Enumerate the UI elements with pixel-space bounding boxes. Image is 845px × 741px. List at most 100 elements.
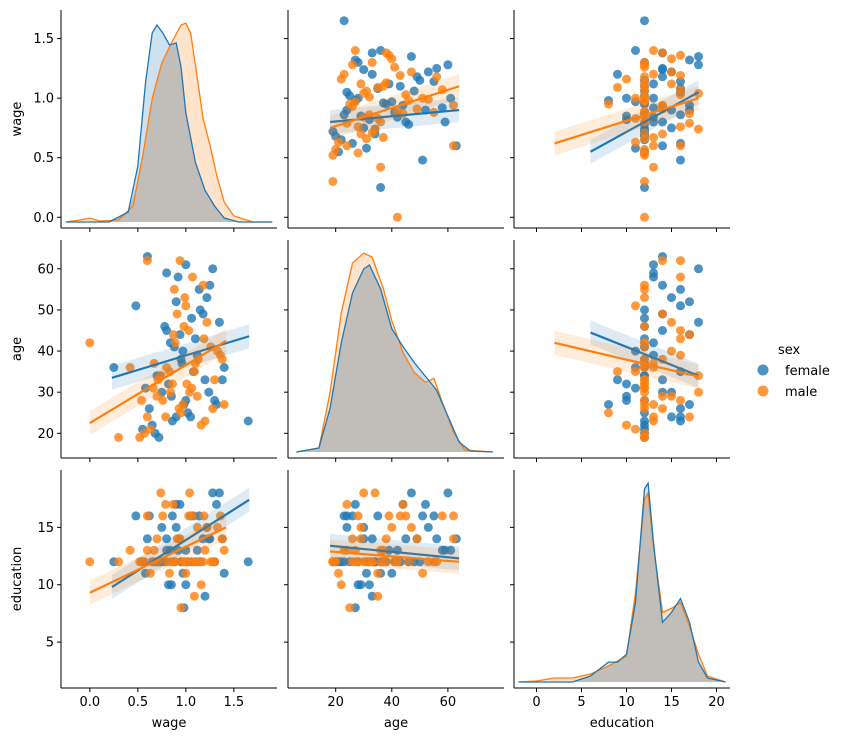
point-male <box>137 395 147 405</box>
point-male <box>367 557 377 567</box>
point-female <box>640 313 649 323</box>
regression-line-male <box>554 341 699 378</box>
point-male <box>395 511 405 521</box>
point-male <box>373 82 383 92</box>
point-male <box>189 367 199 377</box>
point-male <box>392 212 402 222</box>
point-female <box>694 264 703 274</box>
point-male <box>613 367 622 377</box>
point-male <box>331 144 341 154</box>
point-female <box>353 580 363 590</box>
point-male <box>348 60 357 70</box>
point-female <box>208 264 218 274</box>
regression-line-female <box>111 498 250 588</box>
point-male <box>381 534 391 544</box>
point-male <box>181 568 191 578</box>
point-male <box>392 557 402 567</box>
point-male <box>649 400 658 409</box>
point-female <box>676 301 685 311</box>
point-male <box>175 256 185 266</box>
point-male <box>169 557 179 567</box>
point-male <box>395 71 405 80</box>
point-male <box>373 591 383 601</box>
point-female <box>204 387 214 397</box>
point-male <box>359 488 369 498</box>
x-tick-label: 20 <box>327 695 344 710</box>
point-male <box>137 557 147 567</box>
point-male <box>387 54 397 64</box>
point-male <box>631 367 640 377</box>
point-female <box>649 338 658 348</box>
point-female <box>219 363 229 372</box>
point-female <box>658 72 667 82</box>
y-tick-label: 1.0 <box>33 92 54 107</box>
point-female <box>423 522 433 532</box>
point-female <box>640 305 649 315</box>
point-female <box>649 103 658 113</box>
point-male <box>367 57 377 67</box>
point-female <box>387 97 397 107</box>
x-tick-label: 1.5 <box>223 695 244 710</box>
point-female <box>406 52 416 61</box>
point-male <box>640 293 649 303</box>
point-male <box>145 424 155 434</box>
point-male <box>649 141 658 151</box>
kde-overlap <box>65 43 273 222</box>
point-male <box>165 568 174 578</box>
point-female <box>649 268 658 278</box>
point-male <box>180 293 190 303</box>
point-female <box>339 16 349 26</box>
legend-title: sex <box>778 343 801 358</box>
point-male <box>168 499 178 509</box>
point-female <box>373 511 383 521</box>
point-male <box>162 363 172 372</box>
point-female <box>200 591 210 601</box>
point-male <box>342 499 352 509</box>
point-male <box>184 511 194 521</box>
point-female <box>212 499 221 509</box>
point-male <box>192 391 202 401</box>
point-male <box>676 90 685 100</box>
y-axis-label-age: age <box>10 337 25 361</box>
point-male <box>449 141 458 151</box>
point-female <box>171 297 181 307</box>
point-female <box>667 293 676 303</box>
regression-line-female <box>589 91 700 153</box>
point-female <box>362 568 371 578</box>
point-female <box>658 375 667 385</box>
x-axis-label-education: education <box>590 716 655 731</box>
y-tick-label: 20 <box>37 427 54 442</box>
point-male <box>406 67 416 77</box>
point-male <box>152 534 162 544</box>
x-tick-label: 15 <box>663 695 680 710</box>
point-male <box>217 354 227 364</box>
point-female <box>345 91 355 101</box>
point-male <box>437 511 447 521</box>
panel-education-vs-wage <box>57 470 277 692</box>
point-male <box>378 133 388 142</box>
point-male <box>187 557 197 567</box>
x-tick-label: 20 <box>708 695 725 710</box>
point-female <box>418 511 428 521</box>
point-female <box>667 123 676 133</box>
point-male <box>178 400 188 409</box>
point-male <box>604 408 613 418</box>
panel-wage-vs-education <box>510 10 730 232</box>
point-male <box>156 488 166 498</box>
y-tick-label: 40 <box>37 345 54 360</box>
point-male <box>356 522 366 532</box>
point-male <box>125 545 135 555</box>
point-male <box>667 391 676 401</box>
point-female <box>109 363 119 372</box>
point-male <box>694 387 703 397</box>
point-male <box>169 284 179 294</box>
point-male <box>336 580 346 590</box>
point-female <box>649 117 658 127</box>
y-tick-label: 0.0 <box>33 211 54 226</box>
point-female <box>214 488 224 498</box>
point-male <box>658 309 667 319</box>
point-male <box>384 511 394 521</box>
point-male <box>640 383 649 393</box>
point-male <box>640 375 649 385</box>
